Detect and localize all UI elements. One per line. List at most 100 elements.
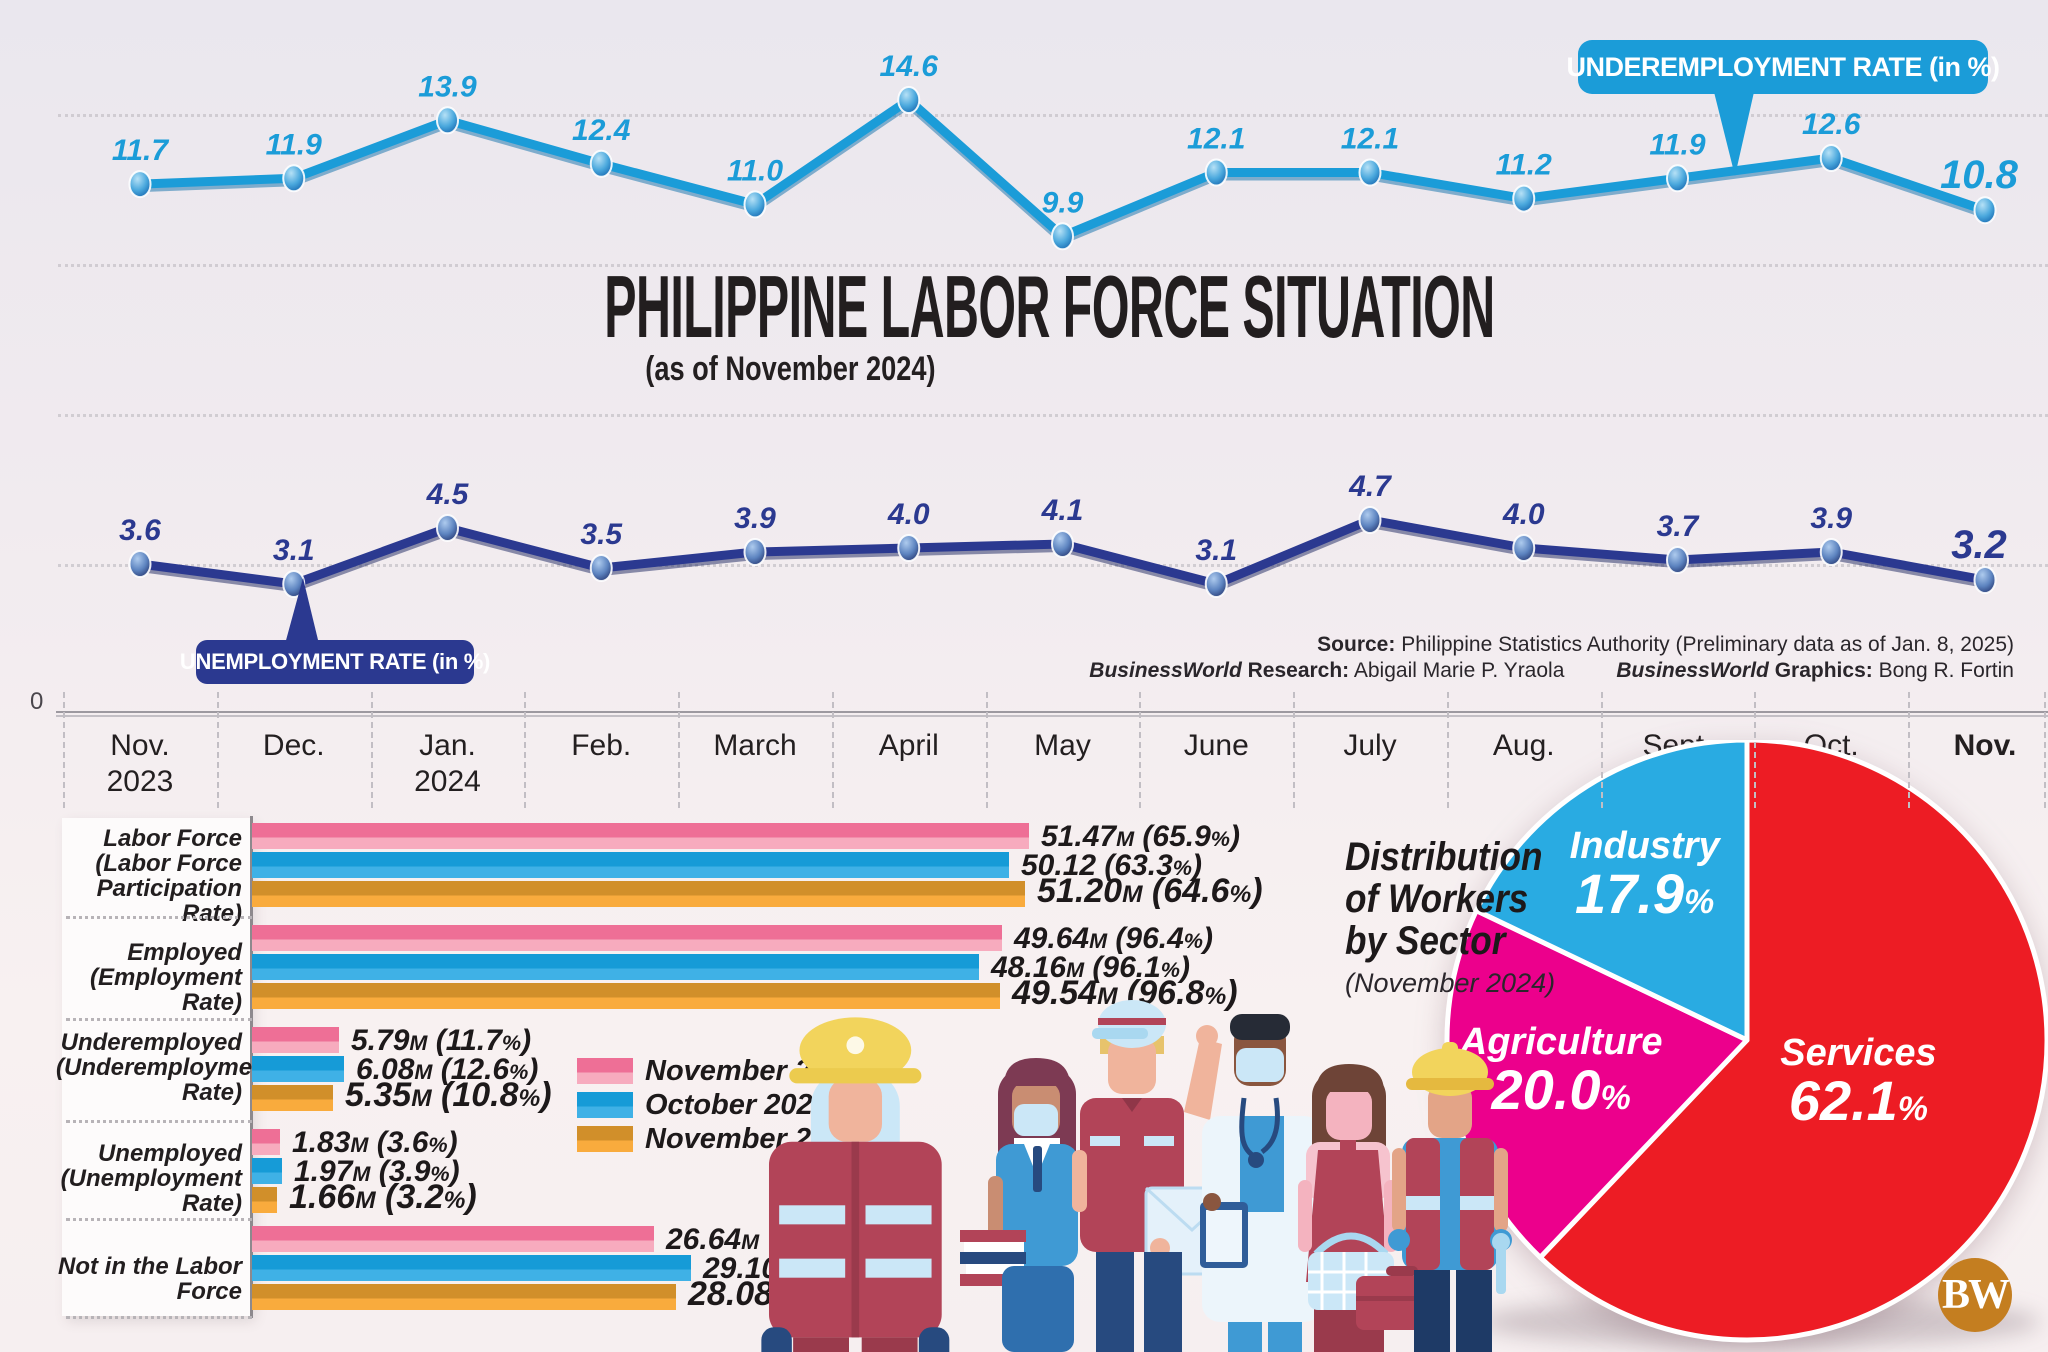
month-label: Aug. — [1492, 729, 1555, 762]
underemployment-point — [1973, 196, 1997, 225]
bar-category-label: Employed (Employment Rate) — [89, 939, 242, 1016]
page-subtitle: (as of November 2024) — [644, 350, 936, 388]
axis-zero-label: 0 — [30, 688, 44, 715]
month-label: Dec. — [262, 729, 325, 762]
unemployment-callout-tail — [285, 578, 319, 644]
bar-value-label: 49.54M (96.8%) — [1012, 974, 1238, 1012]
bar-value-label: 51.47M (65.9%) — [1041, 820, 1240, 853]
gridline — [58, 114, 2048, 117]
underemployment-point — [1204, 158, 1228, 187]
month-label: Feb. — [571, 729, 632, 762]
month-label: Nov. 2023 — [106, 729, 174, 798]
underemployment-point — [1512, 184, 1536, 213]
underemployment-point — [1358, 158, 1382, 187]
x-axis-line-shadow — [56, 715, 2048, 717]
legend-swatch — [577, 1058, 633, 1084]
gridline — [58, 264, 2048, 267]
pie-label-industry: Industry 17.9% — [1569, 824, 1720, 925]
legend-item: October 2024 — [577, 1089, 877, 1121]
underemployment-value-label: 12.1 — [1187, 123, 1245, 156]
bar-value-label: 51.20M (64.6%) — [1037, 872, 1263, 910]
axis-tick — [678, 692, 681, 808]
axis-tick — [831, 692, 834, 808]
axis-tick — [1600, 692, 1603, 808]
unemployment-callout: UNEMPLOYMENT RATE (in %) — [180, 640, 490, 684]
pie-title-sub: (November 2024) — [1345, 968, 1556, 998]
axis-tick — [216, 692, 219, 808]
bar-november-2024 — [252, 1085, 333, 1111]
x-axis-line — [56, 711, 2048, 713]
gridline — [58, 564, 2048, 567]
bar-value-label: 5.35M (10.8%) — [345, 1076, 552, 1114]
month-label: July — [1343, 729, 1397, 762]
underemployment-value-label: 12.1 — [1341, 123, 1399, 156]
bar-baseline — [250, 816, 253, 1318]
unemployment-value-label: 3.1 — [1195, 534, 1237, 567]
bar-october-2024 — [252, 852, 1009, 878]
unemployment-point — [589, 554, 613, 582]
bar-value-label: 26.64M — [666, 1223, 760, 1256]
bar-november-2023 — [252, 823, 1029, 849]
bar-value-label: 1.97M (3.9%) — [294, 1155, 460, 1188]
month-label: March — [713, 729, 797, 762]
underemployment-value-label: 11.2 — [1496, 149, 1552, 182]
legend-label: October 2024 — [645, 1089, 829, 1121]
axis-tick — [63, 692, 66, 808]
bar-november-2023 — [252, 925, 1002, 951]
axis-tick — [2044, 692, 2046, 808]
underemployment-point — [743, 190, 767, 219]
axis-tick — [370, 692, 373, 808]
bar-row-separator — [66, 1018, 252, 1021]
month-label: May — [1034, 729, 1091, 762]
underemployment-value-label: 10.8 — [1940, 153, 2019, 197]
workers-illustration — [761, 1000, 1512, 1352]
unemployment-value-label: 3.9 — [734, 502, 776, 535]
month-label: Nov. — [1953, 729, 2017, 762]
unemployment-value-label: 4.7 — [1348, 470, 1392, 503]
underemployment-point — [282, 164, 306, 193]
bar-value-label: 6.08M (12.6%) — [356, 1053, 539, 1086]
month-label: June — [1183, 729, 1249, 762]
bar-category-label: Not in the Labor Force — [58, 1252, 242, 1305]
bar-october-2024 — [252, 1158, 282, 1184]
bar-november-2024 — [252, 1187, 277, 1213]
underemployment-value-label: 9.9 — [1042, 186, 1084, 219]
axis-tick — [1293, 692, 1296, 808]
unemployment-value-label: 3.5 — [580, 518, 623, 551]
bar-october-2024 — [252, 954, 979, 980]
legend-swatch — [577, 1126, 633, 1152]
bar-october-2024 — [252, 1255, 691, 1281]
bar-category-label: Underemployed (Underemployment Rate) — [56, 1028, 275, 1106]
bar-november-2023 — [252, 1129, 280, 1155]
source-line: Source: Philippine Statistics Authority … — [1317, 633, 2014, 656]
unemployment-value-label: 3.9 — [1810, 502, 1852, 535]
sector-pie-chart — [1444, 740, 2048, 1343]
underemployment-value-label: 13.9 — [418, 70, 477, 103]
underemployment-point — [897, 86, 921, 114]
bar-category-label: Unemployed (Unemployment Rate) — [60, 1140, 242, 1217]
unemployment-value-label: 4.0 — [1502, 498, 1545, 531]
underemployment-point — [128, 170, 152, 199]
bar-november-2024 — [252, 881, 1025, 907]
unemployment-point — [743, 538, 767, 566]
unemployment-point — [1973, 566, 1997, 594]
axis-tick — [1754, 692, 1757, 808]
bar-value-label: 1.83M (3.6%) — [292, 1126, 458, 1159]
unemployment-point — [1204, 570, 1228, 598]
unemployment-point — [1358, 506, 1382, 534]
unemployment-value-label: 3.2 — [1951, 523, 2007, 567]
unemployment-value-label: 4.1 — [1041, 494, 1084, 527]
month-label: Jan. 2024 — [414, 729, 481, 798]
underemployment-callout-tail — [1714, 92, 1754, 176]
axis-tick — [1908, 692, 1911, 808]
unemployment-point — [1666, 546, 1689, 574]
underemployment-point — [436, 106, 459, 135]
page-title: PHILIPPINE LABOR FORCE SITUATION — [604, 257, 1495, 356]
bar-value-label: 50.12 (63.3%) — [1021, 849, 1202, 882]
underemployment-value-label: 11.0 — [727, 154, 783, 187]
unemployment-point — [128, 550, 152, 578]
bar-value-label: 48.16M (96.1%) — [991, 951, 1190, 984]
bar-row-separator — [66, 1120, 252, 1123]
unemployment-value-label: 4.0 — [887, 498, 930, 531]
